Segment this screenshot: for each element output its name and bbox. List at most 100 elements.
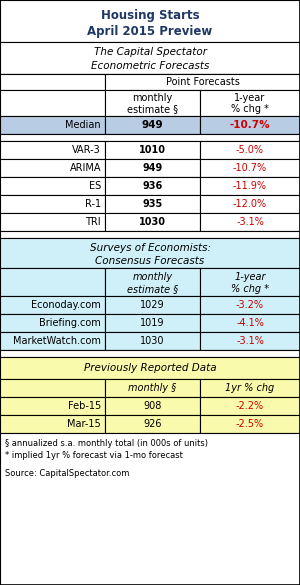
Text: -5.0%: -5.0% — [236, 145, 264, 155]
Text: -4.1%: -4.1% — [236, 318, 264, 328]
Bar — [0, 357, 300, 379]
Text: 1-year: 1-year — [234, 94, 266, 104]
Text: MarketWatch.com: MarketWatch.com — [13, 336, 101, 346]
Text: Surveys of Economists:: Surveys of Economists: — [89, 243, 211, 253]
Bar — [200, 332, 300, 350]
Text: Mar-15: Mar-15 — [67, 419, 101, 429]
Bar — [0, 332, 105, 350]
Bar — [200, 379, 300, 397]
Bar — [200, 296, 300, 314]
Text: § annualized s.a. monthly total (in 000s of units): § annualized s.a. monthly total (in 000s… — [5, 439, 208, 448]
Bar — [200, 177, 300, 195]
Text: 1010: 1010 — [139, 145, 166, 155]
Text: VAR-3: VAR-3 — [72, 145, 101, 155]
Text: Feb-15: Feb-15 — [68, 401, 101, 411]
Text: -3.2%: -3.2% — [236, 300, 264, 310]
Bar — [105, 415, 200, 433]
Bar — [105, 296, 200, 314]
Text: -10.7%: -10.7% — [233, 163, 267, 173]
Bar — [105, 332, 200, 350]
Bar — [200, 116, 300, 134]
Text: monthly: monthly — [132, 94, 172, 104]
Bar — [105, 397, 200, 415]
Bar — [200, 268, 300, 296]
Text: TRI: TRI — [85, 217, 101, 227]
Text: 949: 949 — [142, 120, 163, 130]
Text: monthly §: monthly § — [128, 383, 177, 393]
Bar — [105, 379, 200, 397]
Text: 1030: 1030 — [140, 336, 165, 346]
Bar — [0, 397, 105, 415]
Text: 908: 908 — [143, 401, 162, 411]
Bar — [105, 116, 200, 134]
Text: 1019: 1019 — [140, 318, 165, 328]
Text: % chg *: % chg * — [231, 284, 269, 294]
Text: 936: 936 — [142, 181, 163, 191]
Text: R-1: R-1 — [85, 199, 101, 209]
Bar — [0, 213, 105, 231]
Text: ARIMA: ARIMA — [70, 163, 101, 173]
Bar — [200, 90, 300, 116]
Bar — [0, 74, 105, 90]
Text: -3.1%: -3.1% — [236, 217, 264, 227]
Bar — [0, 74, 300, 90]
Text: * implied 1yr % forecast via 1-mo forecast: * implied 1yr % forecast via 1-mo foreca… — [5, 450, 183, 459]
Bar — [0, 231, 300, 238]
Bar — [105, 90, 200, 116]
Bar — [200, 195, 300, 213]
Text: 949: 949 — [142, 163, 163, 173]
Text: Point Forecasts: Point Forecasts — [166, 77, 239, 87]
Text: monthly: monthly — [132, 272, 172, 282]
Bar — [0, 134, 300, 141]
Bar — [105, 177, 200, 195]
Text: ES: ES — [89, 181, 101, 191]
Text: % chg *: % chg * — [231, 105, 269, 115]
Bar — [0, 314, 105, 332]
Bar — [0, 415, 105, 433]
Text: estimate §: estimate § — [127, 105, 178, 115]
Text: -3.1%: -3.1% — [236, 336, 264, 346]
Text: The Capital Spectator: The Capital Spectator — [94, 47, 206, 57]
Text: estimate §: estimate § — [127, 284, 178, 294]
Bar — [200, 213, 300, 231]
Bar — [0, 90, 105, 116]
Text: 1030: 1030 — [139, 217, 166, 227]
Text: 926: 926 — [143, 419, 162, 429]
Bar — [0, 350, 300, 357]
Text: Briefing.com: Briefing.com — [39, 318, 101, 328]
Bar — [105, 268, 200, 296]
Bar — [0, 159, 105, 177]
Text: -2.2%: -2.2% — [236, 401, 264, 411]
Text: 1029: 1029 — [140, 300, 165, 310]
Bar — [0, 141, 105, 159]
Bar — [105, 314, 200, 332]
Text: Consensus Forecasts: Consensus Forecasts — [95, 256, 205, 266]
Bar — [105, 159, 200, 177]
Text: Econometric Forecasts: Econometric Forecasts — [91, 61, 209, 71]
Text: 935: 935 — [142, 199, 163, 209]
Bar — [0, 116, 105, 134]
Text: -11.9%: -11.9% — [233, 181, 267, 191]
Text: Housing Starts: Housing Starts — [101, 9, 199, 22]
Bar — [0, 379, 105, 397]
Bar — [105, 74, 300, 90]
Text: April 2015 Preview: April 2015 Preview — [87, 25, 213, 38]
Text: 1yr % chg: 1yr % chg — [225, 383, 274, 393]
Bar — [0, 195, 105, 213]
Bar — [0, 42, 300, 74]
Text: Source: CapitalSpectator.com: Source: CapitalSpectator.com — [5, 469, 129, 477]
Bar — [200, 141, 300, 159]
Text: -2.5%: -2.5% — [236, 419, 264, 429]
Bar — [105, 141, 200, 159]
Bar — [105, 195, 200, 213]
Text: -10.7%: -10.7% — [230, 120, 270, 130]
Bar — [105, 213, 200, 231]
Bar — [0, 0, 300, 42]
Text: 1-year: 1-year — [234, 272, 266, 282]
Bar — [200, 314, 300, 332]
Text: Previously Reported Data: Previously Reported Data — [84, 363, 216, 373]
Bar — [200, 159, 300, 177]
Bar — [0, 238, 300, 268]
Text: Median: Median — [65, 120, 101, 130]
Bar — [0, 433, 300, 585]
